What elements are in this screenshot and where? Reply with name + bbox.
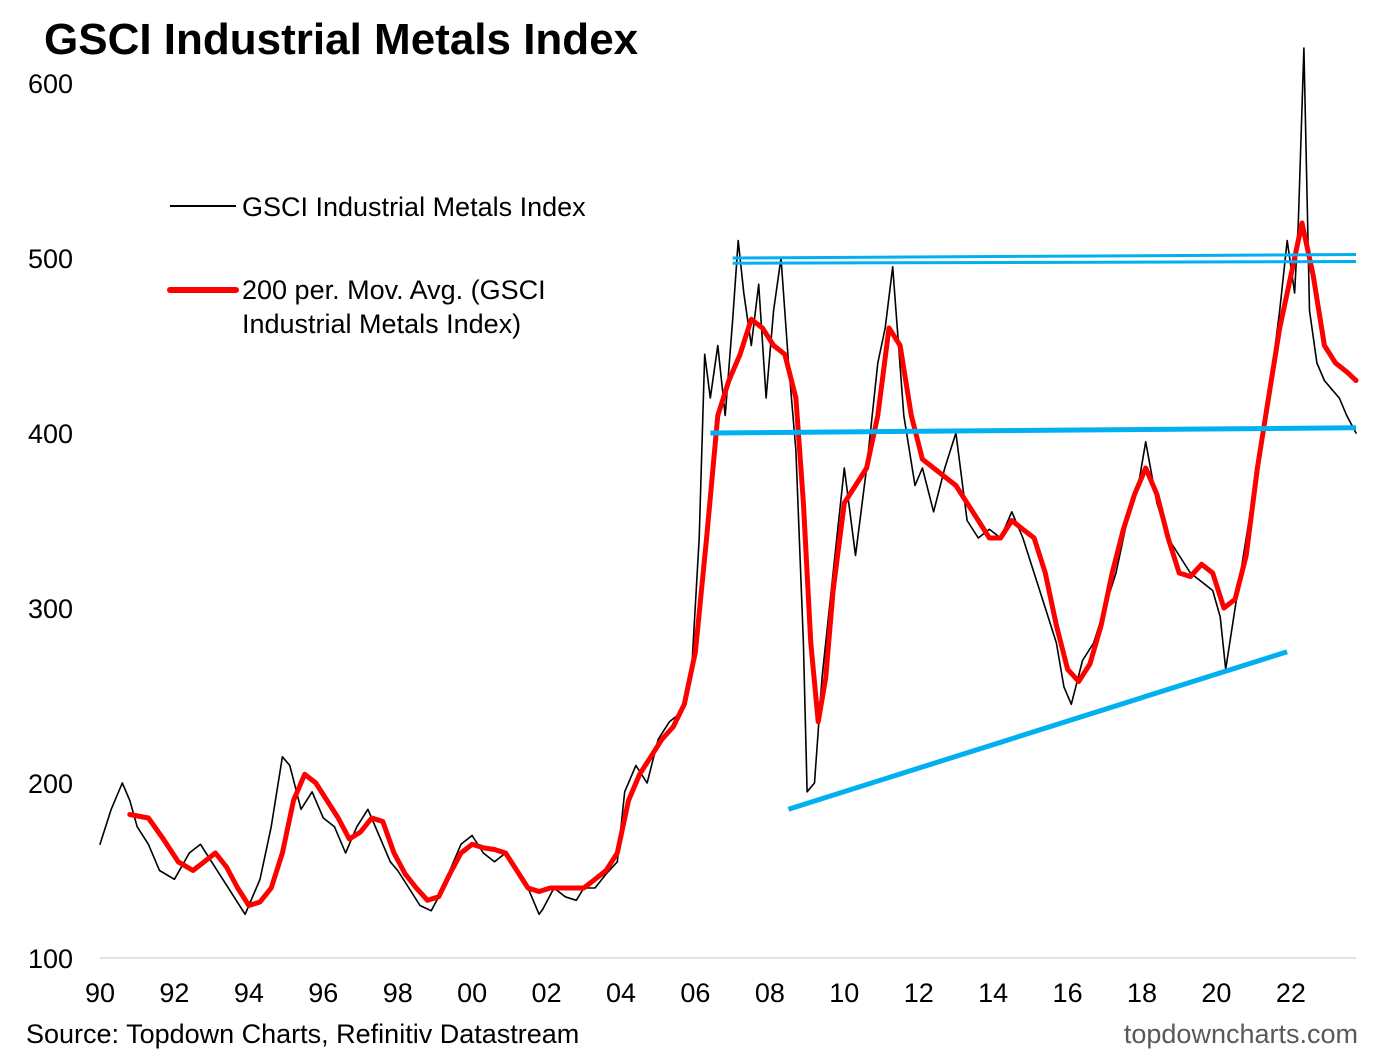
legend: GSCI Industrial Metals Index 200 per. Mo… (167, 192, 586, 339)
index-line (99, 47, 1357, 916)
y-axis: 100 200 300 400 500 600 (28, 69, 73, 974)
plot-area (99, 47, 1359, 916)
x-tick-label: 92 (159, 978, 189, 1008)
trendline-1 (732, 253, 1357, 260)
y-tick-label: 100 (28, 944, 73, 974)
x-tick-label: 20 (1201, 978, 1231, 1008)
trendline-4 (787, 649, 1288, 812)
x-tick-label: 00 (457, 978, 487, 1008)
legend-label-moving-average-line1: 200 per. Mov. Avg. (GSCI (242, 275, 546, 305)
x-tick-label: 04 (606, 978, 636, 1008)
legend-label-index: GSCI Industrial Metals Index (242, 192, 586, 222)
y-tick-label: 500 (28, 244, 73, 274)
x-tick-label: 06 (680, 978, 710, 1008)
y-tick-label: 400 (28, 419, 73, 449)
x-axis: 90 92 94 96 98 00 02 04 06 08 10 12 14 16 18 20 22 (85, 978, 1306, 1008)
legend-label-moving-average-line2: Industrial Metals Index) (242, 309, 521, 339)
brand-watermark: topdowncharts.com (1124, 1019, 1358, 1049)
trendlines (710, 253, 1357, 812)
x-tick-label: 10 (829, 978, 859, 1008)
x-tick-label: 14 (978, 978, 1008, 1008)
source-note: Source: Topdown Charts, Refinitiv Datast… (26, 1019, 579, 1049)
y-tick-label: 300 (28, 594, 73, 624)
x-tick-label: 94 (234, 978, 264, 1008)
x-tick-label: 90 (85, 978, 115, 1008)
trendline-3 (710, 425, 1357, 436)
x-tick-label: 02 (532, 978, 562, 1008)
x-tick-label: 12 (904, 978, 934, 1008)
x-tick-label: 98 (383, 978, 413, 1008)
x-tick-label: 16 (1053, 978, 1083, 1008)
x-tick-label: 18 (1127, 978, 1157, 1008)
y-tick-label: 200 (28, 769, 73, 799)
moving-average-line (127, 220, 1359, 908)
x-tick-label: 96 (308, 978, 338, 1008)
trendline-2 (732, 260, 1357, 265)
x-tick-label: 22 (1276, 978, 1306, 1008)
x-tick-label: 08 (755, 978, 785, 1008)
y-tick-label: 600 (28, 69, 73, 99)
chart-title: GSCI Industrial Metals Index (44, 15, 639, 64)
